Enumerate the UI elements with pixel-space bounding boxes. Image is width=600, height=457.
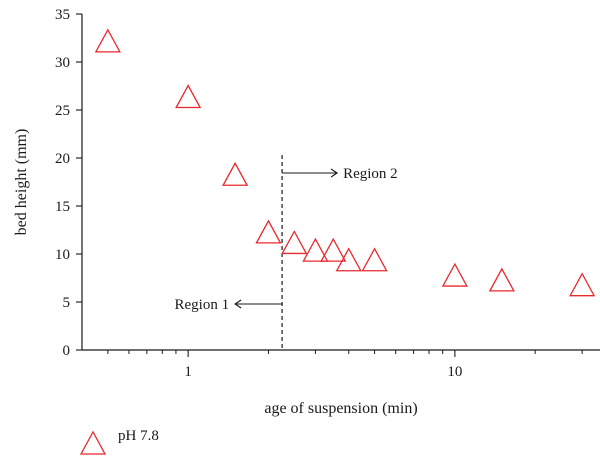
- x-tick-label: 10: [447, 364, 462, 380]
- data-point-marker: [94, 28, 121, 53]
- y-tick-label: 5: [63, 295, 71, 311]
- y-tick-label: 25: [55, 103, 70, 119]
- data-point-marker: [175, 84, 202, 109]
- x-axis-label: age of suspension (min): [264, 400, 417, 417]
- region-2-label: Region 2: [343, 166, 398, 182]
- y-tick-label: 10: [55, 247, 70, 263]
- data-markers: [94, 28, 596, 297]
- data-point-marker: [335, 247, 362, 272]
- legend: pH 7.8: [79, 428, 159, 455]
- data-point-marker: [488, 267, 515, 292]
- data-point-marker: [320, 237, 347, 262]
- data-point-marker: [361, 247, 388, 272]
- data-point-marker: [569, 272, 596, 297]
- data-point-marker: [302, 237, 329, 262]
- data-point-marker: [222, 161, 249, 186]
- data-point-marker: [281, 230, 308, 255]
- data-point-marker: [441, 262, 468, 287]
- axes: [81, 14, 600, 351]
- y-axis-label: bed height (mm): [13, 129, 30, 236]
- region-1-arrowhead: [234, 299, 242, 309]
- y-tick-label: 20: [55, 151, 70, 167]
- y-tick-label: 15: [55, 199, 70, 215]
- region-2-arrowhead: [330, 168, 339, 178]
- x-ticks: 1 10: [107, 350, 583, 380]
- region-1-label: Region 1: [174, 297, 229, 313]
- x-tick-label: 1: [184, 364, 192, 380]
- y-tick-label: 35: [55, 7, 70, 23]
- legend-label: pH 7.8: [118, 428, 159, 444]
- y-ticks: 0 5 10 15 20 25 30 35: [55, 7, 82, 359]
- annotations: Region 2 Region 1: [174, 155, 398, 350]
- legend-marker-triangle: [79, 430, 107, 455]
- y-tick-label: 0: [63, 343, 71, 359]
- y-tick-label: 30: [55, 55, 70, 71]
- data-point-marker: [255, 219, 282, 244]
